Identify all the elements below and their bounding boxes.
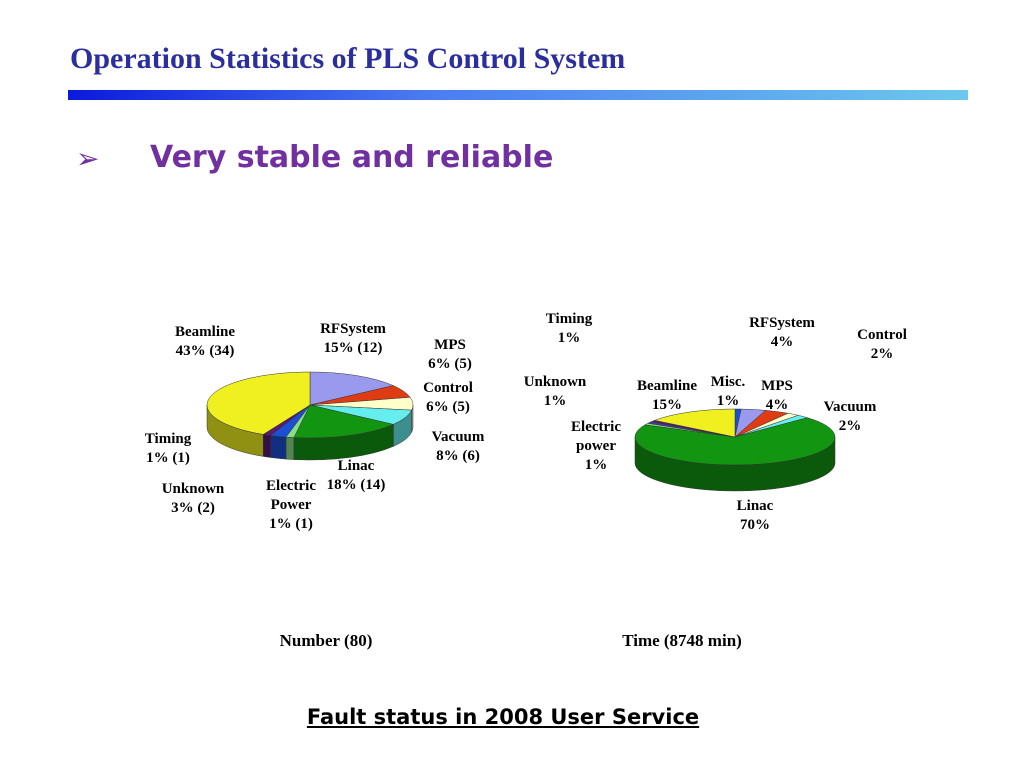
bullet-text: Very stable and reliable bbox=[150, 140, 554, 175]
category-label: Misc. bbox=[710, 374, 746, 390]
value-label: 15% bbox=[652, 397, 682, 413]
slice-label: RFSystem 15% (12) bbox=[320, 320, 386, 358]
category-label: Timing bbox=[545, 311, 593, 327]
category-label: Control bbox=[423, 380, 473, 396]
slice-label: Control 6% (5) bbox=[423, 379, 473, 417]
slice-label: RFSystem 4% bbox=[749, 314, 815, 352]
category-label: Control bbox=[857, 327, 907, 343]
slice-label: Linac 18% (14) bbox=[327, 457, 386, 495]
pie-slice bbox=[653, 408, 736, 438]
value-label: 4% bbox=[770, 334, 794, 350]
pie-slice bbox=[309, 371, 395, 406]
category-label: Vacuum bbox=[823, 399, 877, 415]
title-bar bbox=[68, 90, 968, 100]
category-label: RFSystem bbox=[749, 315, 815, 331]
slice-label: Vacuum 8% (6) bbox=[432, 428, 485, 466]
slice-label: Beamline 15% bbox=[637, 377, 697, 415]
slice-label: Vacuum 2% bbox=[824, 398, 877, 436]
pie-slice bbox=[293, 404, 395, 439]
pie-slice-side bbox=[262, 434, 271, 458]
category-label: Electric Power bbox=[266, 478, 316, 513]
pie-slice-side bbox=[270, 435, 287, 460]
value-label: 1% bbox=[716, 393, 740, 409]
category-label: Electric power bbox=[571, 419, 621, 454]
slice-label: Unknown 3% (2) bbox=[162, 480, 225, 518]
value-label: 3% (2) bbox=[171, 500, 215, 516]
caption: Fault status in 2008 User Service bbox=[306, 705, 700, 729]
bullet-icon: ➢ bbox=[76, 142, 100, 175]
value-label: 43% (34) bbox=[175, 343, 235, 359]
value-label: 8% (6) bbox=[436, 448, 480, 464]
category-label: Vacuum bbox=[431, 429, 485, 445]
value-label: 6% (5) bbox=[428, 356, 472, 372]
value-label: 1% bbox=[557, 330, 581, 346]
category-label: RFSystem bbox=[320, 321, 386, 337]
slice-label: Timing 1% (1) bbox=[145, 430, 191, 468]
category-label: Unknown bbox=[523, 374, 587, 390]
pie-slice bbox=[634, 417, 836, 466]
category-label: MPS bbox=[761, 378, 793, 394]
slice-label: MPS 4% bbox=[761, 377, 793, 415]
category-label: Unknown bbox=[161, 481, 225, 497]
value-label: 4% bbox=[765, 397, 789, 413]
value-label: 1% bbox=[543, 393, 567, 409]
category-label: MPS bbox=[434, 337, 466, 353]
value-label: 2% bbox=[838, 418, 862, 434]
slice-label: Electric power 1% bbox=[565, 418, 627, 475]
slice-label: Unknown 1% bbox=[524, 373, 587, 411]
value-label: 6% (5) bbox=[426, 399, 470, 415]
slice-label: Misc. 1% bbox=[711, 373, 746, 411]
slice-label: Linac 70% bbox=[737, 497, 774, 535]
slice-label: Beamline 43% (34) bbox=[175, 323, 235, 361]
slice-label: Timing 1% bbox=[546, 310, 592, 348]
value-label: 1% (1) bbox=[269, 516, 313, 532]
value-label: 1% (1) bbox=[146, 450, 190, 466]
pie-slice bbox=[206, 371, 311, 435]
category-label: Linac bbox=[337, 458, 375, 474]
category-label: Beamline bbox=[637, 378, 697, 394]
slice-label: Electric Power 1% (1) bbox=[260, 477, 322, 534]
slice-label: MPS 6% (5) bbox=[428, 336, 472, 374]
slide-title: Operation Statistics of PLS Control Syst… bbox=[70, 42, 626, 75]
slice-label: Control 2% bbox=[857, 326, 907, 364]
category-label: Linac bbox=[736, 498, 774, 514]
value-label: 2% bbox=[870, 346, 894, 362]
category-label: Beamline bbox=[175, 324, 235, 340]
chart-title: Number (80) bbox=[279, 631, 373, 650]
value-label: 1% bbox=[584, 457, 608, 473]
value-label: 15% (12) bbox=[323, 340, 383, 356]
value-label: 18% (14) bbox=[326, 477, 386, 493]
chart-title: Time (8748 min) bbox=[622, 631, 742, 650]
category-label: Timing bbox=[144, 431, 192, 447]
value-label: 70% bbox=[740, 517, 770, 533]
pie-slice-side bbox=[285, 436, 295, 460]
